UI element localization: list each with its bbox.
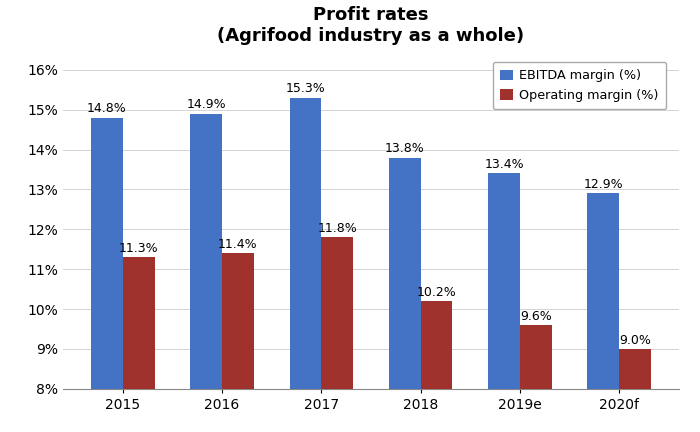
Bar [587,194,620,389]
Text: 9.6%: 9.6% [520,310,552,323]
Text: 9.0%: 9.0% [620,334,651,346]
Legend: EBITDA margin (%), Operating margin (%): EBITDA margin (%), Operating margin (%) [493,62,666,109]
Text: 14.9%: 14.9% [186,98,226,111]
Text: 12.9%: 12.9% [584,178,623,191]
Text: 13.4%: 13.4% [484,158,524,171]
Bar [520,325,552,389]
Text: 13.8%: 13.8% [385,142,425,155]
Bar [91,118,122,389]
Text: 10.2%: 10.2% [416,286,456,299]
Text: 11.4%: 11.4% [218,238,258,251]
Text: 14.8%: 14.8% [87,102,127,115]
Bar [321,237,353,389]
Bar [222,253,254,389]
Bar [421,301,452,389]
Text: 15.3%: 15.3% [286,83,326,95]
Bar [620,349,651,389]
Text: 11.8%: 11.8% [317,222,357,235]
Title: Profit rates
(Agrifood industry as a whole): Profit rates (Agrifood industry as a who… [218,6,524,45]
Bar [488,174,520,389]
Bar [290,98,321,389]
Text: 11.3%: 11.3% [119,242,158,255]
Bar [389,158,421,389]
Bar [190,114,222,389]
Bar [122,257,155,389]
